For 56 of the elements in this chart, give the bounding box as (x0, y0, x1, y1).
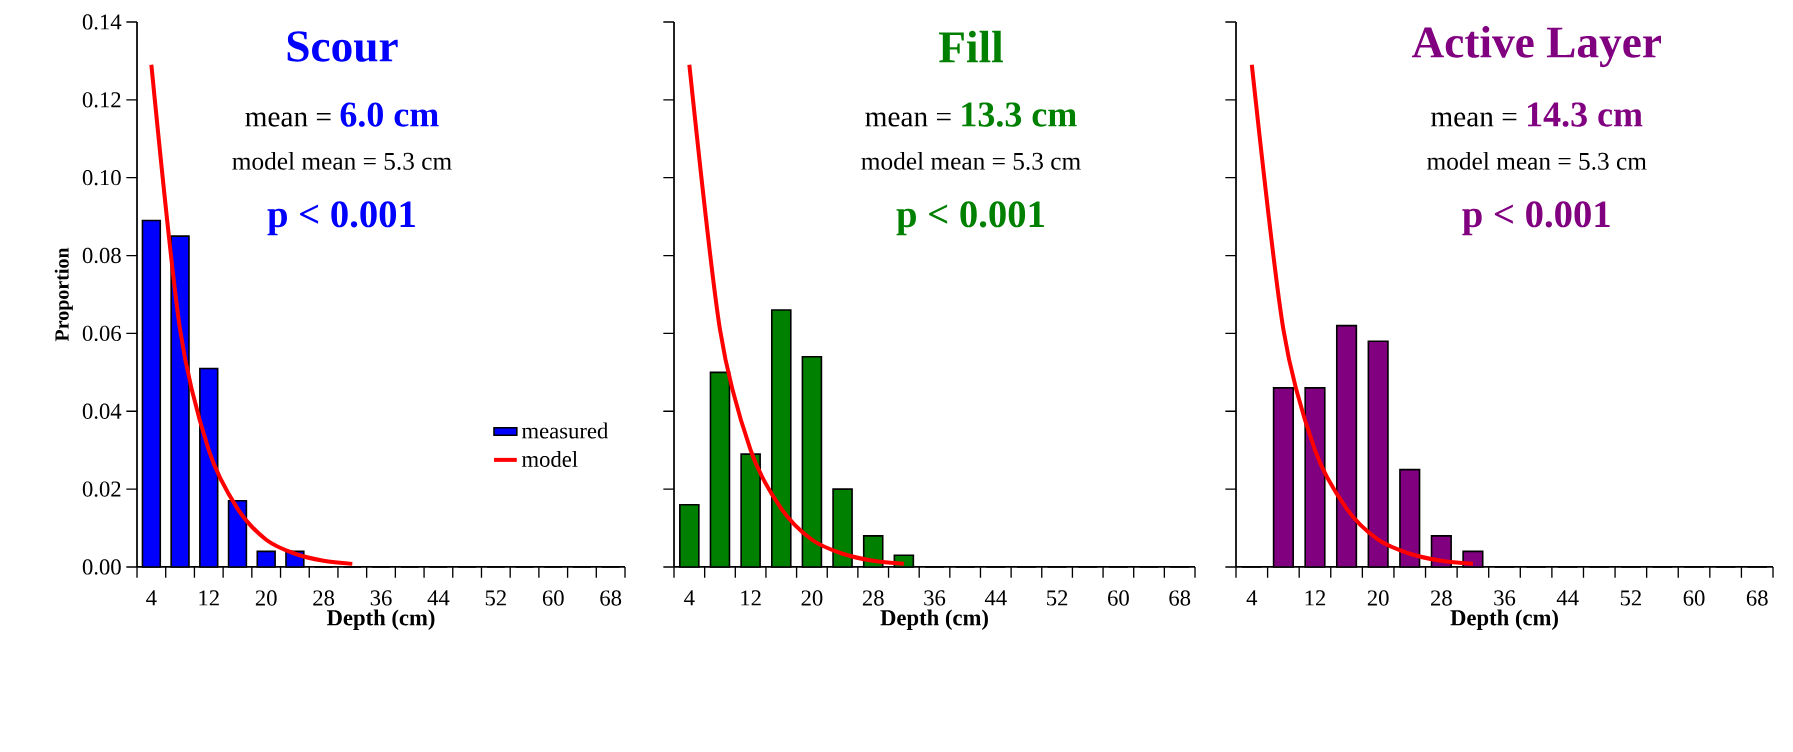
annotation: 6.0 cm (340, 102, 439, 127)
x-axis-title: Depth (cm) (326, 609, 435, 631)
annotation: model mean = 5.3 cm (232, 152, 452, 170)
x-tick-label: 12 (741, 590, 761, 606)
x-tick-label: 68 (1169, 590, 1191, 606)
x-tick-label: 60 (1683, 590, 1705, 606)
annotation: mean = (1430, 112, 1517, 127)
x-tick-label: 44 (1556, 590, 1579, 606)
x-tick-label: 4 (684, 590, 695, 606)
annotation: mean = (865, 112, 951, 127)
y-tick-label: 0.12 (82, 92, 121, 108)
annotation: model mean = 5.3 cm (861, 152, 1081, 170)
annotation: model mean = 5.3 cm (1427, 152, 1647, 170)
x-tick-label: 20 (801, 590, 823, 606)
x-tick-label: 60 (1108, 590, 1129, 606)
x-tick-label: 20 (255, 590, 277, 606)
x-tick-label: 36 (1494, 590, 1516, 606)
y-tick-label: 0.04 (82, 403, 122, 419)
annotation: p < 0.001 (1462, 201, 1610, 236)
x-tick-label: 36 (924, 590, 946, 606)
x-tick-label: 4 (1246, 590, 1258, 606)
x-tick-label: 44 (427, 590, 450, 606)
x-tick-label: 52 (1620, 590, 1641, 606)
x-tick-label: 52 (485, 590, 506, 606)
annotation: p < 0.001 (896, 201, 1044, 236)
y-tick-label: 0.02 (82, 481, 121, 497)
x-tick-label: 60 (542, 590, 564, 606)
x-tick-label: 52 (1047, 590, 1068, 606)
legend-label: measured (521, 422, 609, 439)
x-axis-title: Depth (cm) (1450, 609, 1558, 631)
y-tick-label: 0.06 (82, 325, 121, 342)
y-tick-label: 0.08 (82, 247, 121, 264)
chart-title: Scour (287, 31, 398, 62)
x-tick-label: 28 (1431, 590, 1452, 606)
y-tick-label: 0.10 (82, 170, 121, 186)
annotation: mean = (245, 112, 331, 127)
annotation: 14.3 cm (1527, 102, 1643, 127)
x-tick-label: 28 (313, 590, 335, 606)
annotation: 13.3 cm (962, 102, 1077, 127)
x-tick-label: 20 (1367, 590, 1389, 606)
y-tick-label: 0.00 (82, 559, 121, 575)
chart-title: Active Layer (1411, 25, 1662, 68)
x-tick-label: 12 (199, 590, 219, 606)
annotation: p < 0.001 (267, 201, 415, 236)
x-tick-label: 68 (600, 590, 622, 606)
x-tick-label: 44 (984, 590, 1007, 606)
y-axis-title: Proportion (54, 247, 73, 342)
y-tick-label: 0.14 (82, 14, 122, 30)
x-axis-title: Depth (cm) (880, 609, 988, 631)
chart-title: Fill (939, 30, 1003, 63)
x-tick-label: 4 (146, 590, 157, 606)
x-tick-label: 12 (1305, 590, 1326, 606)
x-tick-label: 28 (862, 590, 884, 606)
legend-label: model (521, 451, 578, 467)
x-tick-label: 36 (370, 590, 392, 606)
x-tick-label: 68 (1746, 590, 1768, 606)
